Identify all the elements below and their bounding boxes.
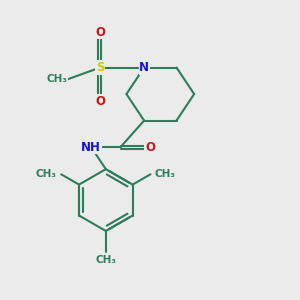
Text: O: O xyxy=(145,141,155,154)
Text: O: O xyxy=(95,26,105,39)
Text: CH₃: CH₃ xyxy=(36,169,57,179)
Text: CH₃: CH₃ xyxy=(46,74,68,84)
Text: O: O xyxy=(95,95,105,108)
Text: CH₃: CH₃ xyxy=(155,169,176,179)
Text: S: S xyxy=(96,61,104,74)
Text: NH: NH xyxy=(81,141,101,154)
Text: CH₃: CH₃ xyxy=(95,254,116,265)
Text: N: N xyxy=(139,61,149,74)
